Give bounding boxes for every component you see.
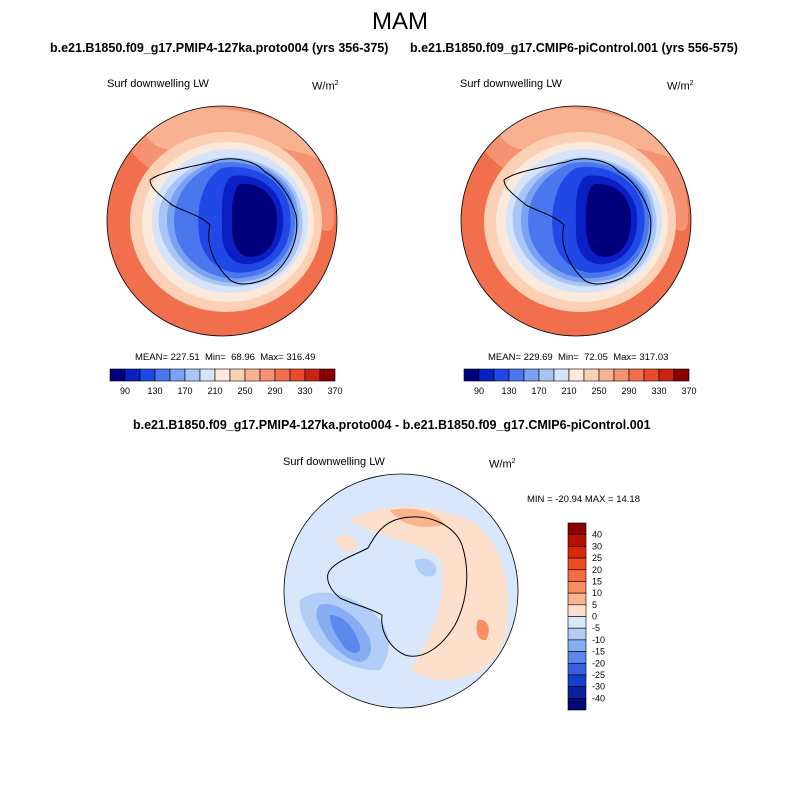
panel-3-colorbar-tick-label: -10: [592, 635, 605, 645]
panel-2-colorbar-swatch: [523, 368, 540, 382]
panel-3-map: [283, 473, 519, 709]
panel-3-colorbar-tick-label: 25: [592, 553, 602, 563]
panel-3-colorbar-swatch: [567, 546, 587, 559]
panel-1-colorbar-tick-label: 330: [297, 386, 312, 396]
panel-1-stats: MEAN= 227.51 Min= 68.96 Max= 316.49: [135, 352, 316, 363]
panel-3-colorbar-tick-label: 30: [592, 541, 602, 551]
panel-3-colorbar-swatch: [567, 557, 587, 571]
panel-3-colorbar-swatch: [567, 592, 587, 606]
panel-3-stats: MIN = -20.94 MAX = 14.18: [527, 494, 641, 505]
panel-1-colorbar-swatch: [214, 368, 231, 382]
panel-2-colorbar-swatch: [643, 368, 660, 382]
panel-3-case-title: b.e21.B1850.f09_g17.PMIP4-127ka.proto004…: [133, 418, 651, 432]
panel-2-colorbar-swatch: [673, 368, 690, 382]
panel-3-colorbar-tick-label: -15: [592, 647, 605, 657]
panel-1-colorbar-swatch: [199, 368, 216, 382]
panel-1-colorbar-tick-label: 250: [237, 386, 252, 396]
panel-2-colorbar-tick-label: 290: [621, 386, 636, 396]
panel-3-colorbar-tick-label: 15: [592, 576, 602, 586]
panel-3-colorbar-tick-label: -5: [592, 623, 600, 633]
panel-3-colorbar-swatch: [567, 686, 587, 699]
panel-2-colorbar-swatch: [538, 368, 555, 382]
panel-1-colorbar-swatch: [184, 368, 201, 382]
panel-1-colorbar-swatch: [244, 368, 261, 382]
panel-2-case-title: b.e21.B1850.f09_g17.CMIP6-piControl.001 …: [410, 41, 738, 55]
panel-2-colorbar-tick-label: 130: [501, 386, 516, 396]
panel-1-colorbar-swatch: [154, 368, 171, 382]
panel-2-colorbar-swatch: [628, 368, 645, 382]
panel-2-map: [460, 105, 692, 337]
panel-2-units: W/m2: [667, 80, 694, 93]
panel-1-colorbar-swatch: [274, 368, 291, 382]
panel-1-colorbar-tick-label: 130: [147, 386, 162, 396]
panel-1-colorbar-swatch: [319, 368, 336, 382]
panel-1-colorbar-swatch: [304, 368, 321, 382]
panel-3-colorbar-swatch: [567, 534, 587, 547]
panel-3-colorbar-swatch: [567, 627, 587, 641]
panel-3-colorbar-swatch: [567, 604, 587, 617]
panel-3-colorbar-swatch: [567, 651, 587, 664]
panel-1-colorbar-swatch: [229, 368, 246, 382]
panel-3-units: W/m2: [489, 458, 516, 471]
panel-2-colorbar-swatch: [508, 368, 525, 382]
panel-1-colorbar-swatch: [109, 368, 126, 382]
panel-2-colorbar-tick-label: 210: [561, 386, 576, 396]
panel-3-colorbar-swatch: [567, 698, 587, 711]
panel-3-colorbar-tick-label: 40: [592, 530, 602, 540]
panel-1-colorbar-swatch: [259, 368, 276, 382]
panel-2-variable-label: Surf downwelling LW: [460, 78, 562, 90]
panel-2-colorbar-tick-label: 170: [531, 386, 546, 396]
panel-1-units: W/m2: [312, 80, 339, 93]
panel-1-colorbar-swatch: [289, 368, 306, 382]
panel-2-colorbar-swatch: [463, 368, 480, 382]
panel-2-stats: MEAN= 229.69 Min= 72.05 Max= 317.03: [488, 352, 669, 363]
panel-1-colorbar-swatch: [139, 368, 156, 382]
panel-3-colorbar-swatch: [567, 522, 587, 535]
panel-3-variable-label: Surf downwelling LW: [283, 456, 385, 468]
panel-3-colorbar-tick-label: -25: [592, 670, 605, 680]
panel-2-colorbar-tick-label: 250: [591, 386, 606, 396]
panel-1-colorbar-swatch: [124, 368, 141, 382]
panel-3-colorbar-tick-label: -40: [592, 693, 605, 703]
panel-3-colorbar-tick-label: 5: [592, 600, 597, 610]
panel-3-colorbar-tick-label: -20: [592, 658, 605, 668]
panel-3-colorbar-swatch: [567, 569, 587, 582]
figure-title: MAM: [372, 8, 428, 35]
panel-2-colorbar-swatch: [478, 368, 495, 382]
panel-3-colorbar-swatch: [567, 662, 587, 676]
panel-2-colorbar-swatch: [568, 368, 585, 382]
panel-2-colorbar-swatch: [613, 368, 630, 382]
panel-3-colorbar-tick-label: -30: [592, 682, 605, 692]
panel-1-colorbar-tick-label: 370: [327, 386, 342, 396]
panel-1-case-title: b.e21.B1850.f09_g17.PMIP4-127ka.proto004…: [50, 41, 389, 55]
panel-1-colorbar-swatch: [169, 368, 186, 382]
panel-3-colorbar-swatch: [567, 674, 587, 687]
panel-2-colorbar-tick-label: 330: [651, 386, 666, 396]
panel-2-colorbar: 90 130 170 210 250 290 330 370: [463, 368, 697, 396]
panel-2-colorbar-swatch: [553, 368, 570, 382]
panel-1-colorbar-tick-label: 90: [120, 386, 130, 396]
panel-1-colorbar-tick-label: 170: [177, 386, 192, 396]
panel-3-colorbar-swatch: [567, 639, 587, 652]
panel-2-colorbar-swatch: [493, 368, 510, 382]
panel-1-colorbar-tick-label: 290: [267, 386, 282, 396]
panel-1-colorbar-tick-label: 210: [207, 386, 222, 396]
panel-3-colorbar-tick-label: 20: [592, 565, 602, 575]
panel-2-colorbar-tick-label: 90: [474, 386, 484, 396]
panel-2-colorbar-swatch: [598, 368, 615, 382]
panel-3-colorbar-swatch: [567, 616, 587, 629]
panel-1-map: [106, 105, 338, 337]
panel-2-colorbar-swatch: [583, 368, 600, 382]
panel-1-colorbar: 90 130 170 210 250 290 330 370: [109, 368, 343, 396]
panel-1-variable-label: Surf downwelling LW: [107, 78, 209, 90]
panel-2-colorbar-swatch: [658, 368, 675, 382]
panel-3-colorbar-tick-label: 0: [592, 612, 597, 622]
panel-3-colorbar-tick-label: 10: [592, 588, 602, 598]
panel-3-colorbar-swatch: [567, 581, 587, 594]
panel-2-colorbar-tick-label: 370: [681, 386, 696, 396]
